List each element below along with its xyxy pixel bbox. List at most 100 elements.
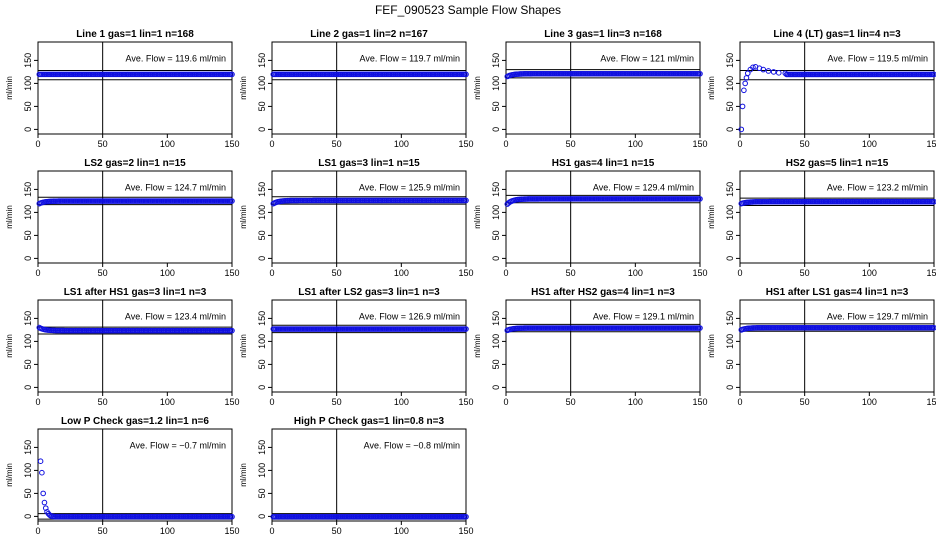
data-series xyxy=(270,71,469,78)
x-tick-label: 50 xyxy=(98,139,108,149)
y-tick-label: 150 xyxy=(23,311,33,326)
y-tick-label: 150 xyxy=(725,311,735,326)
average-flow-annotation: Ave. Flow = −0.7 ml/min xyxy=(130,440,226,450)
y-tick-label: 100 xyxy=(23,334,33,349)
data-point xyxy=(229,71,235,78)
panel-title: Line 2 gas=1 lin=2 n=167 xyxy=(310,29,428,40)
panel-title: LS2 gas=2 lin=1 n=15 xyxy=(84,158,186,169)
x-tick-label: 50 xyxy=(98,397,108,407)
y-tick-label: 100 xyxy=(257,205,267,220)
data-point xyxy=(931,198,936,205)
y-tick-label: 50 xyxy=(257,488,267,498)
plot-frame xyxy=(505,41,701,135)
data-series xyxy=(36,71,235,78)
x-tick-label: 50 xyxy=(98,526,108,536)
plot-frame xyxy=(271,170,467,264)
x-tick-label: 100 xyxy=(628,268,643,278)
x-tick-label: 50 xyxy=(800,268,810,278)
data-point xyxy=(750,64,756,71)
average-flow-annotation: Ave. Flow = 129.4 ml/min xyxy=(593,182,694,192)
y-axis-label: ml/min xyxy=(239,334,248,358)
data-point xyxy=(41,499,48,506)
y-tick-label: 100 xyxy=(491,334,501,349)
y-tick-label: 0 xyxy=(23,127,33,132)
y-tick-label: 50 xyxy=(257,359,267,369)
y-tick-label: 100 xyxy=(491,205,501,220)
data-point xyxy=(697,196,703,202)
y-axis-label: ml/min xyxy=(5,205,14,229)
average-flow-annotation: Ave. Flow = −0.8 ml/min xyxy=(364,440,460,450)
x-tick-label: 0 xyxy=(35,397,40,407)
panel-title: Line 4 (LT) gas=1 lin=4 n=3 xyxy=(773,29,901,40)
x-tick-label: 150 xyxy=(224,268,239,278)
panel-grid: Line 1 gas=1 lin=1 n=168 0 50 100 150 0 50 100 1… xyxy=(5,29,936,536)
y-tick-label: 50 xyxy=(725,101,735,111)
x-tick-label: 50 xyxy=(566,268,576,278)
x-tick-label: 100 xyxy=(160,268,175,278)
x-tick-label: 150 xyxy=(224,139,239,149)
chart-panel: Line 2 gas=1 lin=2 n=167 0 50 100 150 0 50 100 1… xyxy=(239,29,474,149)
x-tick-label: 100 xyxy=(160,526,175,536)
y-tick-label: 0 xyxy=(725,385,735,390)
data-point xyxy=(39,469,45,476)
y-tick-label: 100 xyxy=(725,334,735,349)
plot-frame xyxy=(505,170,701,264)
plot-frame xyxy=(271,428,467,522)
x-tick-label: 0 xyxy=(35,139,40,149)
y-axis-label: ml/min xyxy=(707,334,716,358)
average-flow-annotation: Ave. Flow = 119.7 ml/min xyxy=(360,53,460,63)
panel-title: LS1 after HS1 gas=3 lin=1 n=3 xyxy=(64,287,207,298)
data-point xyxy=(42,505,49,511)
data-point xyxy=(765,68,772,74)
chart-panel: LS1 gas=3 lin=1 n=15 0 50 100 150 0 50 100 150 ml… xyxy=(239,158,474,278)
chart-panel: HS1 after HS2 gas=4 lin=1 n=3 0 50 100 150 0 5… xyxy=(473,287,708,407)
x-tick-label: 50 xyxy=(566,139,576,149)
y-tick-label: 50 xyxy=(725,359,735,369)
plot-frame xyxy=(739,299,935,393)
y-tick-label: 100 xyxy=(725,76,735,91)
y-tick-label: 0 xyxy=(725,127,735,132)
chart-panel: Line 3 gas=1 lin=3 n=168 0 50 100 150 0 50 100 1… xyxy=(473,29,708,149)
data-point xyxy=(760,66,767,73)
x-tick-label: 100 xyxy=(862,397,877,407)
y-tick-label: 150 xyxy=(257,53,267,68)
x-tick-label: 0 xyxy=(269,139,274,149)
chart-panel: LS2 gas=2 lin=1 n=15 0 50 100 150 0 50 100 150 ml… xyxy=(5,158,240,278)
x-tick-label: 0 xyxy=(269,397,274,407)
data-point xyxy=(463,71,469,78)
y-tick-label: 100 xyxy=(23,463,33,478)
x-tick-label: 150 xyxy=(224,397,239,407)
x-tick-label: 100 xyxy=(394,397,409,407)
average-flow-annotation: Ave. Flow = 119.6 ml/min xyxy=(126,53,226,63)
y-tick-label: 150 xyxy=(23,440,33,455)
x-tick-label: 0 xyxy=(503,397,508,407)
y-tick-label: 0 xyxy=(257,385,267,390)
average-flow-annotation: Ave. Flow = 119.5 ml/min xyxy=(828,53,928,63)
x-tick-label: 100 xyxy=(628,139,643,149)
y-tick-label: 0 xyxy=(725,256,735,261)
panel-title: HS1 after HS2 gas=4 lin=1 n=3 xyxy=(531,287,675,298)
panel-title: LS1 gas=3 lin=1 n=15 xyxy=(318,158,420,169)
x-tick-label: 0 xyxy=(737,397,742,407)
data-series xyxy=(738,324,936,333)
x-tick-label: 100 xyxy=(160,397,175,407)
x-tick-label: 0 xyxy=(269,526,274,536)
y-axis-label: ml/min xyxy=(239,463,248,487)
average-flow-annotation: Ave. Flow = 129.1 ml/min xyxy=(593,311,694,321)
x-tick-label: 150 xyxy=(458,139,473,149)
data-series xyxy=(504,325,703,334)
y-tick-label: 0 xyxy=(257,514,267,519)
y-axis-label: ml/min xyxy=(707,205,716,229)
y-tick-label: 100 xyxy=(23,76,33,91)
x-tick-label: 50 xyxy=(800,139,810,149)
average-flow-annotation: Ave. Flow = 123.4 ml/min xyxy=(125,311,226,321)
x-tick-label: 50 xyxy=(800,397,810,407)
y-tick-label: 50 xyxy=(725,230,735,240)
data-point xyxy=(229,198,235,204)
plot-frame xyxy=(37,428,233,522)
data-point xyxy=(463,197,469,204)
x-tick-label: 0 xyxy=(737,268,742,278)
chart-panel: HS2 gas=5 lin=1 n=15 0 50 100 150 0 50 100 150 ml… xyxy=(707,158,936,278)
x-tick-label: 150 xyxy=(458,526,473,536)
data-series xyxy=(270,513,469,520)
